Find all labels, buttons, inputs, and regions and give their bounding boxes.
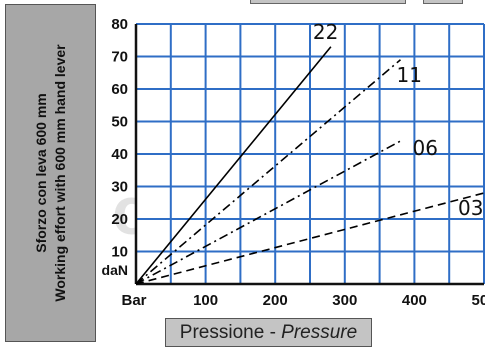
series-label-11: 11: [396, 63, 421, 87]
y-tick-label: 80: [111, 16, 128, 33]
x-tick-label: 300: [332, 292, 357, 309]
series-line-11: [135, 59, 401, 285]
x-origin-label: Bar: [121, 292, 146, 309]
series-label-03: 03: [458, 196, 483, 220]
y-tick-label: 40: [111, 146, 128, 163]
top-decor-strip-left: [250, 0, 406, 4]
y-tick-label: 30: [111, 179, 128, 196]
y-tick-label: 60: [111, 81, 128, 98]
y-unit-label: daN: [102, 262, 128, 278]
series-line-06: [135, 140, 401, 285]
series-label-06: 06: [412, 136, 437, 160]
series-line-22: [135, 46, 332, 285]
x-tick-label: 200: [263, 292, 288, 309]
x-tick-label: 400: [402, 292, 427, 309]
y-axis-title-box: Sforzo con leva 600 mm Working effort wi…: [5, 4, 96, 342]
x-tick-label: 500: [471, 292, 485, 309]
x-axis-title-italian: Pressione -: [179, 322, 282, 343]
y-tick-label: 50: [111, 114, 128, 131]
y-tick-label: 10: [111, 244, 128, 261]
x-tick-label: 100: [193, 292, 218, 309]
series-line-03: [135, 192, 485, 285]
x-axis-title-box: Pressione - Pressure: [165, 318, 372, 347]
top-decor-strip-right: [423, 0, 463, 4]
x-axis-title-english: Pressure: [281, 322, 358, 343]
y-tick-label: 70: [111, 49, 128, 66]
series-label-22: 22: [313, 20, 338, 44]
y-tick-label: 20: [111, 211, 128, 228]
